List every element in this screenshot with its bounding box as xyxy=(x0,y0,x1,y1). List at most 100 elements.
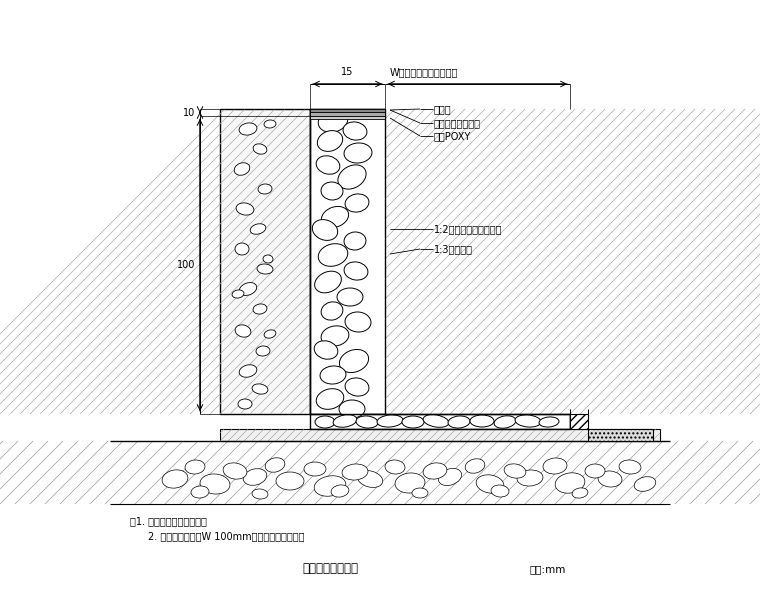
Bar xyxy=(570,414,588,429)
Ellipse shape xyxy=(265,458,285,472)
Ellipse shape xyxy=(395,473,425,493)
Ellipse shape xyxy=(185,460,205,474)
Ellipse shape xyxy=(318,244,348,267)
Ellipse shape xyxy=(470,415,494,427)
Ellipse shape xyxy=(239,365,257,377)
Bar xyxy=(310,116,385,119)
Ellipse shape xyxy=(243,468,267,485)
Ellipse shape xyxy=(333,415,357,427)
Ellipse shape xyxy=(585,464,605,478)
Ellipse shape xyxy=(256,346,270,356)
Ellipse shape xyxy=(423,463,447,479)
Ellipse shape xyxy=(252,384,268,394)
Ellipse shape xyxy=(315,416,335,428)
Ellipse shape xyxy=(357,471,383,488)
Ellipse shape xyxy=(448,416,470,428)
Bar xyxy=(310,109,385,414)
Ellipse shape xyxy=(232,290,244,298)
Ellipse shape xyxy=(339,400,365,418)
Ellipse shape xyxy=(494,416,516,428)
Ellipse shape xyxy=(377,415,403,427)
Text: 注1. 砾石子采天然彩卵石。: 注1. 砾石子采天然彩卵石。 xyxy=(130,516,207,526)
Ellipse shape xyxy=(572,488,588,498)
Ellipse shape xyxy=(264,120,276,128)
Ellipse shape xyxy=(318,110,348,132)
Ellipse shape xyxy=(342,464,368,480)
Ellipse shape xyxy=(304,462,326,476)
Ellipse shape xyxy=(263,255,273,263)
Ellipse shape xyxy=(423,415,449,427)
Ellipse shape xyxy=(312,220,337,240)
Ellipse shape xyxy=(539,417,559,427)
Ellipse shape xyxy=(515,415,541,427)
Ellipse shape xyxy=(439,468,461,486)
Text: 饰面层: 饰面层 xyxy=(434,104,451,114)
Text: 100: 100 xyxy=(176,260,195,270)
Bar xyxy=(220,109,310,414)
Ellipse shape xyxy=(321,302,343,320)
Ellipse shape xyxy=(234,163,250,176)
Ellipse shape xyxy=(223,463,247,479)
Text: 2. 踢脚砾石子数遇W 100mm羊皮卷平分割调整。: 2. 踢脚砾石子数遇W 100mm羊皮卷平分割调整。 xyxy=(148,531,305,541)
Ellipse shape xyxy=(162,470,188,488)
Ellipse shape xyxy=(200,474,230,494)
Ellipse shape xyxy=(250,224,266,234)
Ellipse shape xyxy=(236,203,254,215)
Text: W（另详平面示意详图）: W（另详平面示意详图） xyxy=(390,67,458,77)
Text: 10: 10 xyxy=(182,107,195,117)
Ellipse shape xyxy=(337,288,363,306)
Ellipse shape xyxy=(315,271,341,293)
Text: 单位:mm: 单位:mm xyxy=(530,564,566,574)
Ellipse shape xyxy=(344,262,368,280)
Ellipse shape xyxy=(344,232,366,250)
Ellipse shape xyxy=(318,131,343,152)
Bar xyxy=(588,429,653,441)
Ellipse shape xyxy=(276,472,304,490)
Ellipse shape xyxy=(238,399,252,409)
Text: 网格剧涂一底二度: 网格剧涂一底二度 xyxy=(434,118,481,128)
Ellipse shape xyxy=(504,464,526,478)
Ellipse shape xyxy=(321,207,349,228)
Ellipse shape xyxy=(385,460,405,474)
Ellipse shape xyxy=(356,416,378,428)
Ellipse shape xyxy=(491,485,509,497)
Ellipse shape xyxy=(543,458,567,474)
Bar xyxy=(310,414,570,429)
Ellipse shape xyxy=(314,476,346,496)
Ellipse shape xyxy=(338,165,366,189)
Ellipse shape xyxy=(321,182,343,200)
Ellipse shape xyxy=(316,389,344,409)
Ellipse shape xyxy=(345,194,369,212)
Ellipse shape xyxy=(239,123,257,135)
Bar xyxy=(310,109,385,112)
Bar xyxy=(220,429,660,441)
Ellipse shape xyxy=(331,485,349,497)
Ellipse shape xyxy=(252,489,268,499)
Ellipse shape xyxy=(235,325,251,337)
Ellipse shape xyxy=(345,312,371,332)
Ellipse shape xyxy=(257,264,273,274)
Ellipse shape xyxy=(253,304,267,314)
Text: 砾石子踢脚大样图: 砾石子踢脚大样图 xyxy=(302,562,358,576)
Ellipse shape xyxy=(264,330,276,338)
Ellipse shape xyxy=(344,143,372,163)
Ellipse shape xyxy=(235,243,249,255)
Text: 1:3水泥砂浆: 1:3水泥砂浆 xyxy=(434,244,473,254)
Ellipse shape xyxy=(239,283,257,295)
Ellipse shape xyxy=(340,349,369,373)
Ellipse shape xyxy=(619,460,641,474)
Ellipse shape xyxy=(258,184,272,194)
Text: 1:2水泥掺天然彩卵石粉: 1:2水泥掺天然彩卵石粉 xyxy=(434,224,502,234)
Ellipse shape xyxy=(598,471,622,487)
Ellipse shape xyxy=(343,122,367,140)
Text: 涂框POXY: 涂框POXY xyxy=(434,131,471,141)
Ellipse shape xyxy=(320,366,346,384)
Ellipse shape xyxy=(555,473,585,493)
Ellipse shape xyxy=(465,459,485,473)
Bar xyxy=(220,109,310,414)
Ellipse shape xyxy=(476,475,504,493)
Ellipse shape xyxy=(635,477,656,491)
Ellipse shape xyxy=(402,416,424,428)
Ellipse shape xyxy=(321,326,349,346)
Ellipse shape xyxy=(191,486,209,498)
